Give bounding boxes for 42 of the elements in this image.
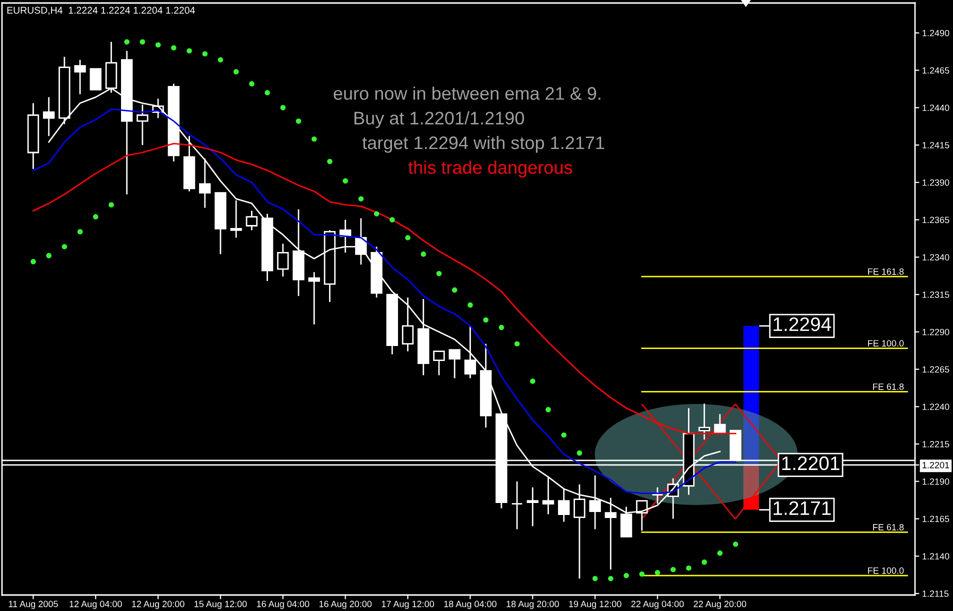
annotation: target 1.2294 with stop 1.2171 <box>362 136 604 153</box>
y-tick-label: 1.2315 <box>922 291 950 298</box>
x-tick-label: 18 Aug 04:00 <box>444 600 496 609</box>
x-tick-label: 18 Aug 20:00 <box>506 600 559 609</box>
y-tick-label: 1.2390 <box>922 179 950 186</box>
series-label: FE 100.0 <box>868 567 904 574</box>
y-tick-label: 1.2190 <box>922 478 950 485</box>
x-tick-label: 12 Aug 04:00 <box>70 600 122 609</box>
ref-line-label: 1.2201 <box>782 456 840 470</box>
chart-title: EURUSD,H4 1.2224 1.2224 1.2204 1.2204 <box>7 6 195 15</box>
y-tick-label: 1.2340 <box>922 254 950 260</box>
x-tick-label: 11 Aug 2005 <box>8 600 58 609</box>
x-tick-label: 19 Aug 12:00 <box>569 600 622 609</box>
data-label: 1.2294 <box>774 317 832 332</box>
y-tick-label: 1.2165 <box>922 516 950 522</box>
y-tick-label: 1.2240 <box>922 404 950 410</box>
series-label: FE 61.8 <box>873 384 904 390</box>
x-tick-label: 22 Aug 20:00 <box>694 600 746 609</box>
x-tick-label: 17 Aug 12:00 <box>382 600 434 609</box>
x-tick-label: 12 Aug 20:00 <box>132 600 184 609</box>
y-tick-label: 1.2115 <box>922 590 949 597</box>
x-tick-label: 22 Aug 04:00 <box>631 600 684 609</box>
data-label: 1.2171 <box>774 501 831 515</box>
y-tick-label: 1.2440 <box>922 104 950 112</box>
y-tick-label: 1.2290 <box>922 328 950 336</box>
y-tick-label: 1.2490 <box>922 30 950 36</box>
annotation: this trade dangerous <box>408 160 572 178</box>
y-tick-label: 1.2465 <box>922 67 950 74</box>
y-tick-label: 1.2365 <box>922 216 950 224</box>
annotation: euro now in between ema 21 & 9. <box>334 86 600 100</box>
y-tick-label: 1.2265 <box>922 366 950 373</box>
y-tick-label: 1.2140 <box>922 553 950 560</box>
y-tick-label: 1.2215 <box>922 440 950 448</box>
y-tick-label: 1.2415 <box>922 142 950 148</box>
x-tick-label: 15 Aug 12:00 <box>194 600 247 609</box>
annotation: Buy at 1.2201/1.2190 <box>354 111 524 128</box>
series-label: FE 161.8 <box>868 268 904 275</box>
y-tick-label: 1.2201 <box>922 462 950 468</box>
x-tick-label: 16 Aug 20:00 <box>319 600 372 609</box>
x-tick-label: 16 Aug 04:00 <box>257 600 310 609</box>
series-label: FE 100.0 <box>868 340 904 347</box>
series-label: FE 61.8 <box>873 524 904 530</box>
